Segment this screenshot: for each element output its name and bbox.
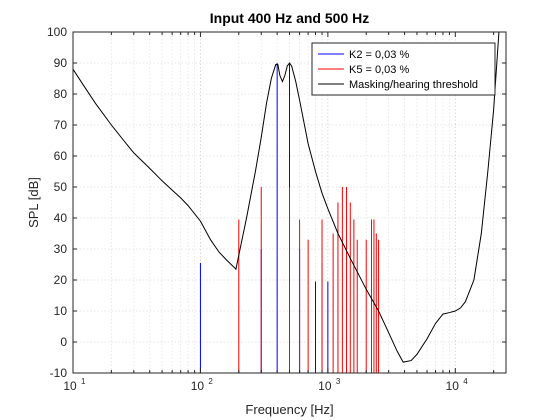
y-tick-label: 30 <box>54 242 68 256</box>
x-tick-label: 10 <box>446 379 460 393</box>
x-tick-label: 10 <box>318 379 332 393</box>
x-tick-exponent: 1 <box>81 377 86 386</box>
y-axis-label: SPL [dB] <box>26 177 41 228</box>
legend-label: K5 = 0,03 % <box>349 64 409 76</box>
y-tick-label: 40 <box>54 211 68 225</box>
x-tick-exponent: 2 <box>208 377 213 386</box>
y-tick-label: 70 <box>54 118 68 132</box>
x-tick-exponent: 4 <box>463 377 468 386</box>
x-tick-exponent: 3 <box>336 377 341 386</box>
y-tick-label: 20 <box>54 273 68 287</box>
legend-label: Masking/hearing threshold <box>349 79 478 91</box>
y-tick-label: 100 <box>47 25 67 39</box>
y-tick-label: 90 <box>54 56 68 70</box>
legend: K2 = 0,03 % K5 = 0,03 % Masking/hearing th… <box>311 42 496 96</box>
threshold-line <box>72 31 500 363</box>
y-tick-label: 60 <box>54 149 68 163</box>
y-tick-label: 10 <box>54 304 68 318</box>
y-tick-label: -10 <box>50 366 68 380</box>
legend-label: K2 = 0,03 % <box>349 49 409 61</box>
chart-title: Input 400 Hz and 500 Hz <box>210 10 369 26</box>
y-tick-label: 80 <box>54 87 68 101</box>
y-tick-label: 0 <box>60 335 67 349</box>
series-layer <box>72 31 500 373</box>
x-axis-label: Frequency [Hz] <box>245 402 333 417</box>
y-tick-label: 50 <box>54 180 68 194</box>
x-tick-label: 10 <box>191 379 205 393</box>
x-tick-label: 10 <box>63 379 77 393</box>
